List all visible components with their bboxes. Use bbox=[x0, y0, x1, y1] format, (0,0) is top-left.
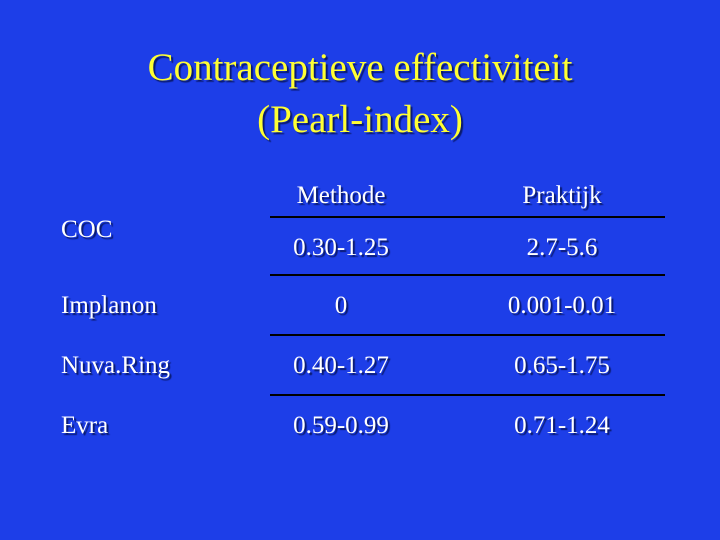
title-line-1: Contraceptieve effectiviteit bbox=[147, 46, 573, 89]
header-rule bbox=[270, 216, 665, 218]
cell-coc-praktijk: 2.7-5.6 bbox=[526, 234, 598, 261]
title-line-2: (Pearl-index) bbox=[257, 98, 463, 141]
column-header-methode: Methode bbox=[296, 182, 386, 209]
table-row: COC 0.30-1.25 2.7-5.6 bbox=[53, 216, 665, 276]
cell-evra-methode: 0.59-0.99 bbox=[293, 412, 389, 439]
cell-nuvaring-methode: 0.40-1.27 bbox=[293, 352, 389, 379]
cell-implanon-praktijk: 0.001-0.01 bbox=[507, 292, 617, 319]
cell-coc-methode: 0.30-1.25 bbox=[293, 234, 389, 261]
pearl-index-table: Methode Praktijk COC 0.30-1.25 2.7-5.6 I… bbox=[53, 172, 665, 454]
row-label-nuvaring: Nuva.Ring bbox=[61, 352, 171, 379]
row-label-evra: Evra bbox=[61, 412, 109, 439]
table-row: Nuva.Ring 0.40-1.27 0.65-1.75 bbox=[53, 334, 665, 396]
slide-title: Contraceptieve effectiviteit (Pearl-inde… bbox=[0, 42, 720, 146]
cell-implanon-methode: 0 bbox=[334, 292, 348, 319]
row-label-implanon: Implanon bbox=[61, 292, 157, 319]
cell-nuvaring-praktijk: 0.65-1.75 bbox=[514, 352, 610, 379]
row-rule bbox=[270, 334, 665, 336]
column-header-praktijk: Praktijk bbox=[522, 182, 602, 209]
table-row: Implanon 0 0.001-0.01 bbox=[53, 274, 665, 336]
row-label-coc: COC bbox=[61, 216, 113, 243]
row-rule bbox=[270, 394, 665, 396]
table-row: Evra 0.59-0.99 0.71-1.24 bbox=[53, 394, 665, 454]
cell-evra-praktijk: 0.71-1.24 bbox=[514, 412, 610, 439]
table-header-row: Methode Praktijk bbox=[53, 172, 665, 218]
row-rule bbox=[270, 274, 665, 276]
